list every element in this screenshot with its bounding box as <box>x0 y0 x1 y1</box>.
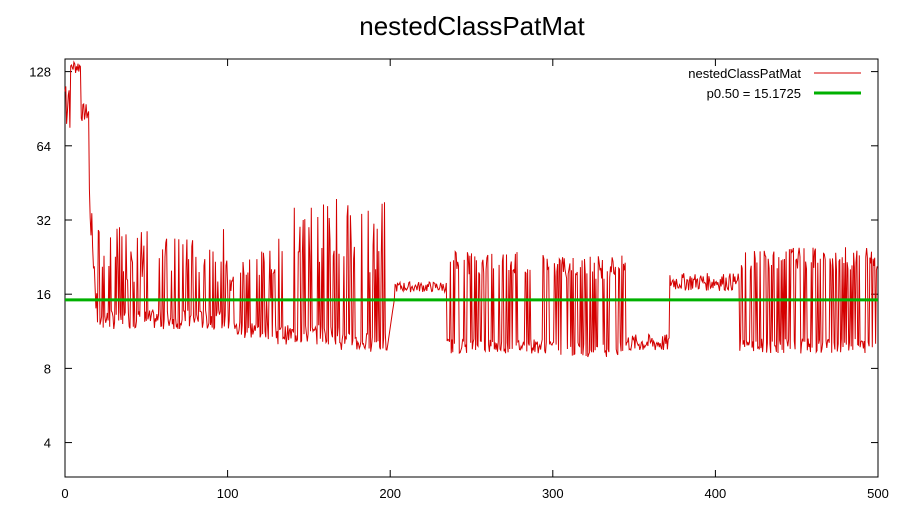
y-tick-label: 64 <box>37 139 51 154</box>
y-tick-label: 16 <box>37 287 51 302</box>
legend-label: nestedClassPatMat <box>688 66 801 81</box>
y-axis: 4 8 16 32 64 128 <box>29 65 878 451</box>
x-tick-label: 100 <box>217 486 239 501</box>
x-tick-label: 0 <box>61 486 68 501</box>
chart-title: nestedClassPatMat <box>359 11 585 41</box>
legend-label: p0.50 = 15.1725 <box>707 86 801 101</box>
y-tick-label: 8 <box>44 361 51 376</box>
x-tick-label: 200 <box>379 486 401 501</box>
x-tick-label: 300 <box>542 486 564 501</box>
x-tick-label: 500 <box>867 486 889 501</box>
plot-frame <box>64 58 879 478</box>
y-tick-label: 32 <box>37 213 51 228</box>
legend: nestedClassPatMat p0.50 = 15.1725 <box>688 66 861 101</box>
series-line-nestedClassPatMat <box>64 60 878 358</box>
y-tick-label: 4 <box>44 436 51 451</box>
series-layer <box>64 60 878 358</box>
x-tick-label: 400 <box>705 486 727 501</box>
y-tick-label: 128 <box>29 65 51 80</box>
x-axis: 0 100 200 300 400 500 <box>61 59 889 501</box>
